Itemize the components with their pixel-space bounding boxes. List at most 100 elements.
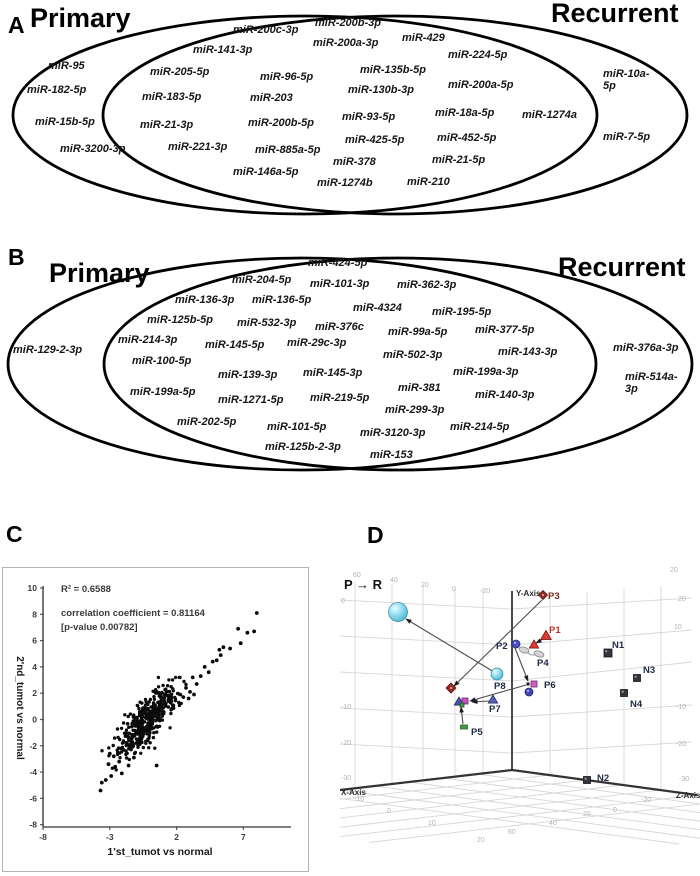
venn-a-recurrent-label: Recurrent	[551, 0, 679, 28]
mirna-label-intersection: miR-200b-5p	[248, 117, 315, 129]
d-sample-points: P8 P3 P1 P2 P4 P6 P7 P5 N1 N3 N4 N2	[388, 589, 655, 784]
mirna-label-recurrent-only: miR-376a-3p	[613, 342, 679, 354]
c-y-tick: -6	[29, 793, 37, 803]
mirna-label-intersection: miR-299-3p	[385, 404, 445, 416]
venn-ellipse-primary	[6, 256, 598, 472]
d-point-label-P3: P3	[548, 591, 560, 602]
mirna-label-intersection: miR-4324	[353, 302, 402, 314]
d-tick-top: 0	[452, 586, 456, 593]
d-tick-top: 40	[390, 577, 398, 584]
mirna-label-primary-only: miR-3200-3p	[60, 143, 126, 155]
d-point-P4b	[533, 650, 545, 658]
mirna-label-intersection: miR-203	[250, 92, 293, 104]
d-tick-left: -20	[341, 740, 351, 747]
d-point-blue-sphere-small	[524, 687, 534, 697]
d-tick-right: 20	[670, 567, 678, 574]
mirna-label-intersection: miR-378	[333, 156, 376, 168]
c-x-axis-label: 1'st_tumot vs normal	[107, 846, 212, 858]
d-tick-top: 20	[421, 582, 429, 589]
d-point-label-P4b: P4	[537, 658, 549, 669]
correlation-scatter-svg: 10 8 6 4 2 0 -2 -4 -6 -8-8 -3 2 7 R² = 0.6588 correlat…	[14, 583, 291, 858]
d-point-P4a	[518, 646, 530, 654]
d-tick-right: -10	[676, 704, 686, 711]
mirna-label-intersection: miR-377-5p	[475, 324, 535, 336]
mirna-label-intersection: miR-145-3p	[303, 367, 363, 379]
c-y-tick: 0	[32, 715, 37, 725]
mirna-label-intersection: miR-21-3p	[140, 119, 194, 131]
d-tick-right: -30	[679, 776, 689, 783]
mirna-label-intersection: miR-195-5p	[432, 306, 492, 318]
d-point-N4	[620, 689, 628, 697]
mirna-label-intersection: miR-1274a	[522, 109, 578, 121]
mirna-label-recurrent-only: miR-514a- 3p	[625, 371, 678, 395]
venn-ellipse-recurrent	[102, 256, 694, 472]
d-tick-bottom_left: 10	[428, 820, 436, 827]
d-point-P2	[511, 639, 521, 649]
mirna-label-intersection: miR-145-5p	[205, 339, 265, 351]
mirna-label-intersection: miR-200a-3p	[313, 37, 379, 49]
c-y-tick: 2	[32, 688, 37, 698]
d-point-P6-junction	[526, 682, 530, 686]
mirna-label-intersection: miR-210	[407, 176, 450, 188]
d-tick-top: -20	[480, 588, 490, 595]
d-point-P5	[460, 724, 468, 730]
mirna-label-intersection: miR-221-3p	[168, 141, 228, 153]
d-tick-left: 0	[341, 598, 345, 605]
d-point-N1	[603, 648, 613, 658]
venn-diagram-a: Primary Recurrent miR-95 miR-182-5p miR-15…	[0, 0, 700, 238]
mirna-label-intersection: miR-502-3p	[383, 349, 443, 361]
mirna-label-intersection: miR-125b-2-3p	[265, 441, 341, 453]
d-p-to-r-annotation: P → R	[344, 577, 383, 592]
d-xz-axes	[339, 768, 698, 797]
pca-3d-plot-panel: 60 40 20 0 -20 20 20 10 -10 -20 -30 0 -10 -20 -30 -10 0 1…	[183, 555, 700, 876]
mirna-label-intersection: miR-424-5p	[308, 257, 368, 269]
mirna-label-intersection: miR-140-3p	[475, 389, 535, 401]
mirna-label-intersection: miR-1274b	[317, 177, 373, 189]
c-x-tick: 2	[174, 832, 179, 842]
c-y-tick: -2	[29, 741, 37, 751]
c-x-tick: 7	[241, 832, 246, 842]
d-point-recurrent-cyan-large	[388, 602, 408, 622]
mirna-label-intersection: miR-205-5p	[150, 66, 210, 78]
mirna-label-intersection: miR-214-5p	[450, 421, 510, 433]
d-point-cluster-green	[459, 702, 465, 708]
venn-b-recurrent-label: Recurrent	[558, 252, 686, 282]
mirna-label-intersection: miR-200a-5p	[448, 79, 514, 91]
mirna-label-primary-only: miR-129-2-3p	[13, 344, 83, 356]
mirna-label-intersection: miR-1271-5p	[218, 394, 284, 406]
c-y-tick: -4	[29, 767, 37, 777]
d-point-label-P6: P6	[544, 680, 556, 691]
d-point-P6	[530, 680, 538, 688]
d-tick-left: -30	[341, 775, 351, 782]
d-tick-bottom_right: 60	[508, 829, 516, 836]
c-x-tick: -3	[106, 832, 114, 842]
venn-ellipse-primary	[11, 14, 599, 216]
mirna-label-intersection: miR-101-3p	[310, 278, 370, 290]
d-point-N2	[583, 776, 591, 784]
d-tick-labels: 60 40 20 0 -20 20 20 10 -10 -20 -30 0 -10 -20 -30 -10 0 1…	[341, 567, 689, 844]
d-axis-label-y: Y-Axis	[516, 589, 541, 598]
mirna-label-intersection: miR-135b-5p	[360, 64, 427, 76]
mirna-label-intersection: miR-153	[370, 449, 413, 461]
c-annotation: correlation coefficient = 0.81164	[61, 608, 206, 619]
mirna-label-intersection: miR-452-5p	[437, 132, 497, 144]
d-tick-bottom_right: 20	[583, 811, 591, 818]
mirna-label-intersection: miR-125b-5p	[147, 314, 214, 326]
venn-a-ellipses	[11, 14, 689, 216]
mirna-label-intersection: miR-143-3p	[498, 346, 558, 358]
c-annotation: [p-value 0.00782]	[61, 622, 138, 633]
c-y-tick: 10	[28, 583, 38, 593]
d-point-cluster-square	[461, 697, 469, 705]
mirna-label-intersection: miR-362-3p	[397, 279, 457, 291]
d-point-label-N2: N2	[597, 773, 609, 784]
mirna-label-intersection: miR-376c	[315, 321, 364, 333]
d-tick-left: -10	[341, 704, 351, 711]
c-annotation: R² = 0.6588	[61, 584, 111, 595]
d-tick-top: 60	[353, 572, 361, 579]
mirna-label-intersection: miR-100-5p	[132, 355, 192, 367]
d-tick-bottom_right: 0	[613, 807, 617, 814]
d-point-label-N1: N1	[612, 640, 625, 651]
d-axis-label-z: Z-Axis	[676, 791, 700, 800]
d-point-label-N3: N3	[643, 665, 655, 676]
